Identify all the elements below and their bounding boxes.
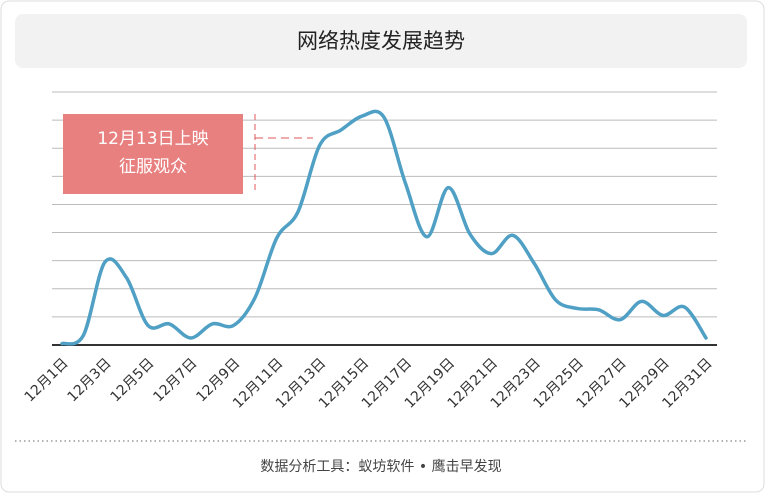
annotation-line: 征服观众 <box>119 157 187 177</box>
annotation-line: 12月13日上映 <box>97 129 208 149</box>
chart-title: 网络热度发展趋势 <box>297 29 465 53</box>
title-box <box>15 14 747 68</box>
source: 数据分析工具：蚁坊软件 • 鹰击早发现 <box>260 459 501 475</box>
line <box>60 109 708 346</box>
annotation-box <box>63 114 243 194</box>
